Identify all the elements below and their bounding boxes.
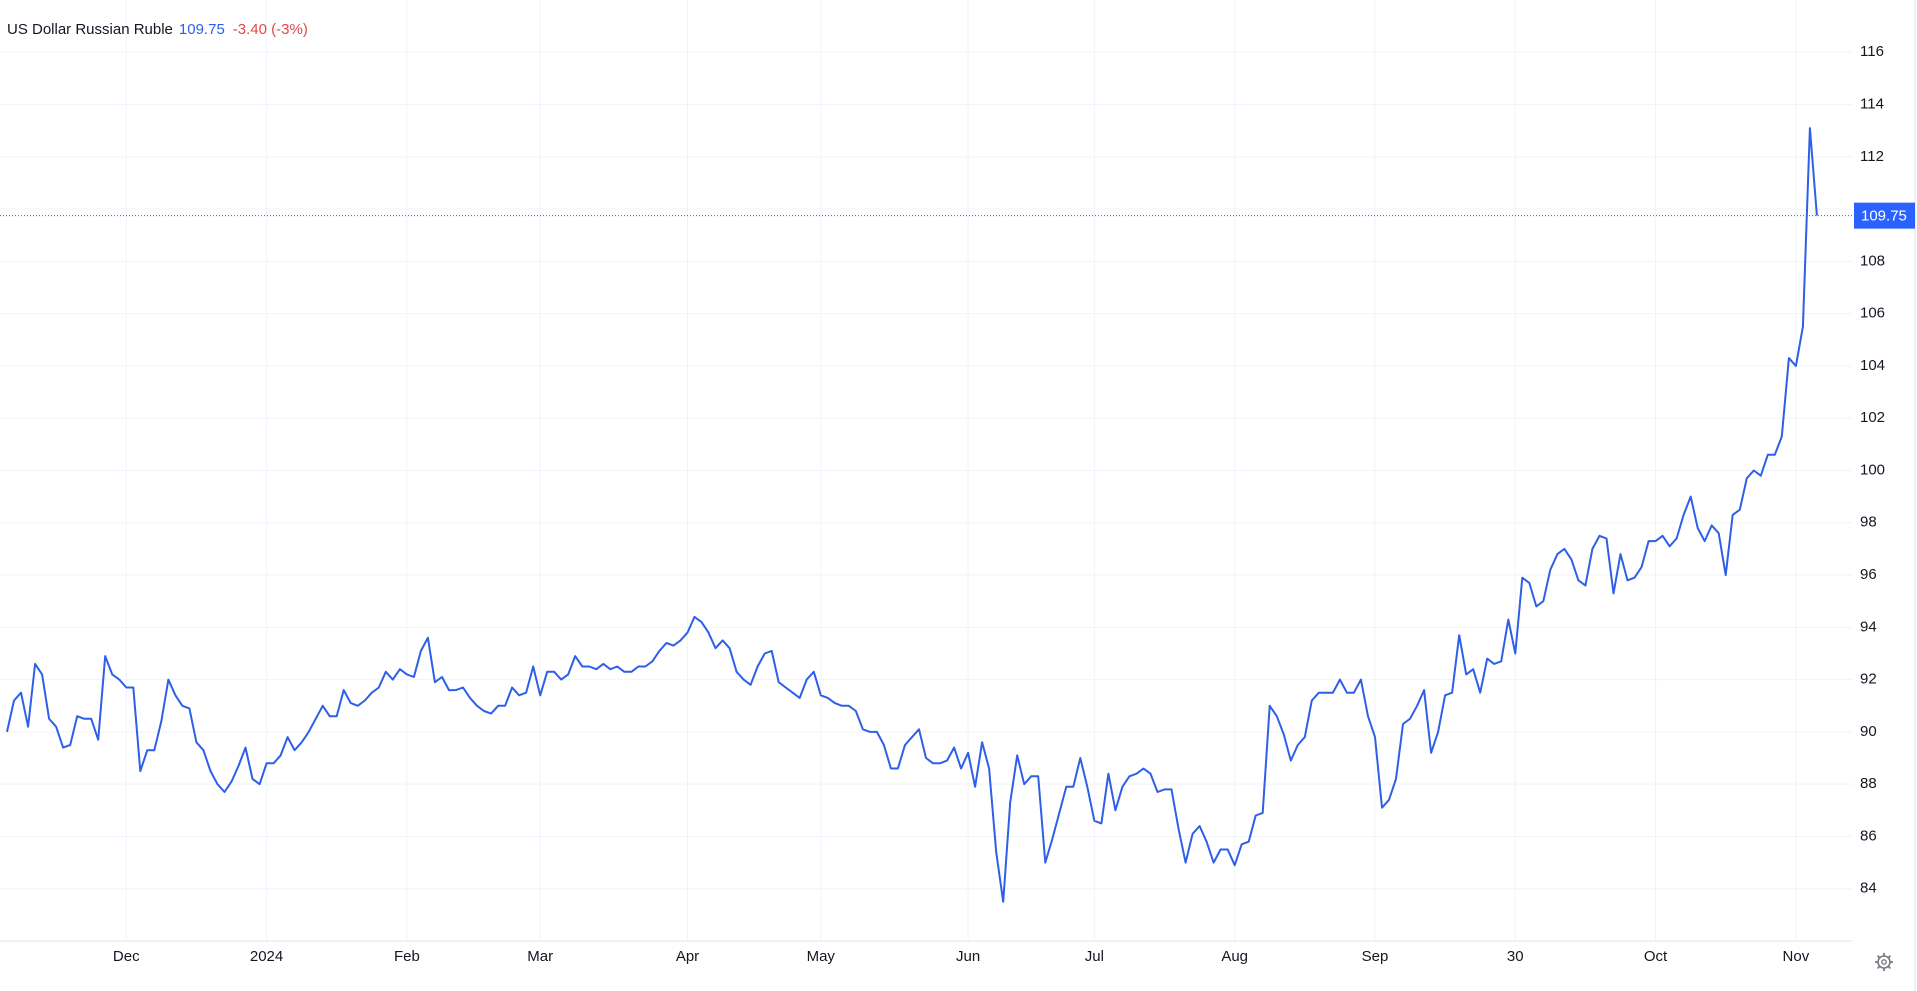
last-price-badge [1854,202,1915,229]
grid [0,0,1852,941]
y-tick-label: 102 [1860,409,1885,426]
y-tick-label: 108 [1860,252,1885,269]
y-tick-label: 98 [1860,514,1877,531]
settings-icon[interactable] [1875,953,1893,971]
y-tick-label: 94 [1860,618,1877,635]
y-tick-label: 96 [1860,566,1877,583]
legend-header: US Dollar Russian Ruble 109.75 -3.40 (-3%) [7,21,308,38]
y-tick-label: 112 [1860,148,1884,165]
y-tick-label: 106 [1860,305,1885,322]
change: -3.40 (-3%) [233,21,308,38]
y-tick-label: 116 [1860,43,1884,60]
price-line [6,127,1818,903]
y-tick-label: 90 [1860,723,1877,740]
x-tick-label: Oct [1644,948,1668,965]
y-tick-label: 104 [1860,357,1885,374]
y-tick-label: 86 [1860,827,1877,844]
x-tick-label: 2024 [250,948,283,965]
last-value: 109.75 [179,21,225,38]
x-tick-label: Jul [1085,948,1104,965]
x-tick-label: Aug [1221,948,1248,965]
x-tick-label: Mar [527,948,553,965]
y-tick-label: 100 [1860,461,1885,478]
y-tick-label: 92 [1860,671,1877,688]
y-tick-label: 114 [1860,96,1884,113]
x-tick-label: Jun [956,948,980,965]
x-tick-label: Dec [113,948,140,965]
y-tick-label: 84 [1860,880,1877,897]
y-tick-label: 88 [1860,775,1877,792]
x-tick-label: Feb [394,948,420,965]
x-tick-label: Apr [676,948,699,965]
x-tick-label: May [807,948,836,965]
x-tick-label: Sep [1362,948,1389,965]
x-tick-label: Nov [1783,948,1810,965]
last-price-label: 109.75 [1861,208,1907,225]
x-tick-label: 30 [1507,948,1524,965]
chart-title: US Dollar Russian Ruble [7,21,173,38]
